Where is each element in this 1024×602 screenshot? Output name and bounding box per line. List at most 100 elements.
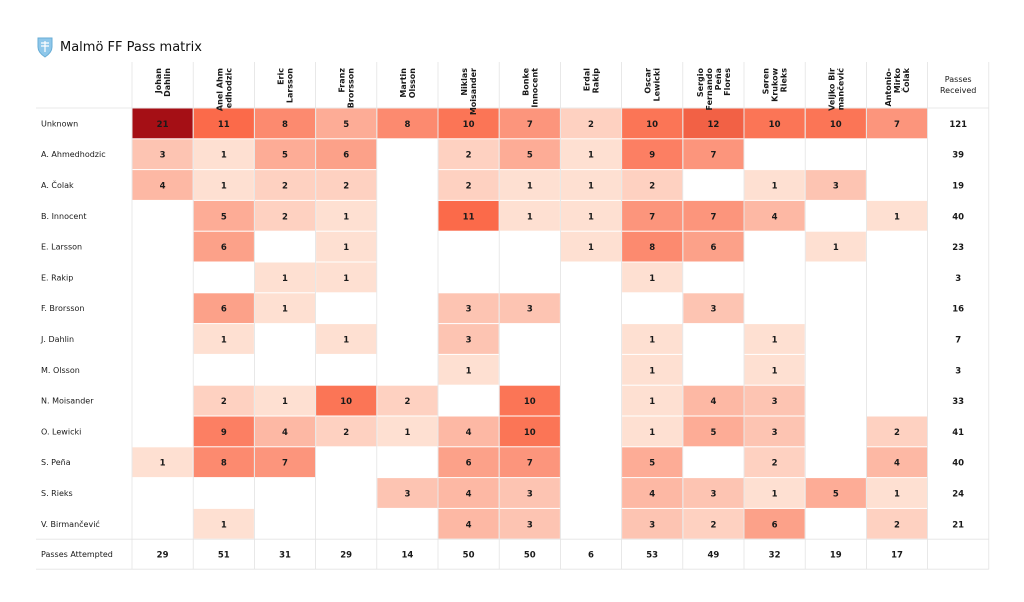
- passes-attempted-value: 32: [769, 551, 781, 561]
- passes-attempted-value: 17: [891, 551, 903, 561]
- passes-attempted-value: 29: [340, 551, 352, 561]
- heat-cell: [744, 324, 805, 354]
- heat-cell: [254, 447, 316, 478]
- row-label: Unknown: [41, 119, 78, 128]
- cell-value-label: 1: [221, 182, 227, 192]
- column-header-label: Johan: [154, 68, 163, 95]
- cell-value-label: 6: [710, 243, 716, 253]
- heat-cell: [744, 416, 805, 447]
- heat-cell: [622, 262, 683, 293]
- cell-value-label: 1: [221, 520, 227, 530]
- heat-cell: [744, 354, 805, 385]
- passes-received-value: 40: [952, 459, 964, 469]
- cell-value-label: 7: [710, 212, 716, 222]
- cell-value-label: 4: [466, 490, 472, 500]
- passes-attempted-value: 51: [218, 551, 230, 561]
- cell-value-label: 11: [463, 212, 475, 222]
- heat-cell: [316, 200, 377, 231]
- heat-cell: [132, 447, 193, 478]
- row-label: J. Dahlin: [40, 335, 74, 344]
- cell-value-label: 8: [221, 459, 227, 469]
- cell-value-label: 5: [649, 459, 655, 469]
- cell-value-label: 6: [772, 520, 778, 530]
- column-header-label: Lewicki: [653, 68, 662, 102]
- heat-cell: [316, 108, 377, 139]
- heat-cell: [316, 139, 377, 170]
- cell-value-label: 2: [588, 120, 594, 130]
- heat-cell: [866, 508, 928, 539]
- heat-cell: [622, 416, 683, 447]
- column-header-label: Čolak: [900, 67, 911, 93]
- heat-cell: [316, 416, 377, 447]
- cell-value-label: 1: [894, 490, 900, 500]
- cell-value-label: 10: [340, 397, 352, 407]
- heat-cell: [622, 447, 683, 478]
- cell-value-label: 6: [221, 243, 227, 253]
- passes-attempted-value: 31: [279, 551, 291, 561]
- heat-cell: [499, 170, 560, 200]
- heat-cell: [254, 293, 316, 324]
- heat-cell: [866, 200, 928, 231]
- column-header-label: Brorsson: [347, 68, 356, 109]
- heat-cell: [254, 139, 316, 170]
- column-header-label: Sergio: [696, 68, 705, 98]
- heat-cell: [866, 416, 928, 447]
- column-header-label: Peña: [714, 68, 723, 90]
- cell-value-label: 3: [466, 305, 472, 315]
- cell-value-label: 2: [710, 520, 716, 530]
- heat-cell: [377, 478, 438, 508]
- column-header-label: Oscar: [644, 68, 653, 94]
- row-label: E. Rakip: [41, 273, 73, 282]
- chart-title: Malmö FF Pass matrix: [60, 39, 202, 55]
- cell-value-label: 4: [710, 397, 716, 407]
- passes-received-value: 40: [952, 212, 964, 222]
- heat-cell: [499, 416, 560, 447]
- heat-cell: [316, 385, 377, 416]
- heat-cell: [622, 324, 683, 354]
- row-label: S. Peña: [41, 458, 71, 467]
- cell-value-label: 4: [466, 520, 472, 530]
- passes-attempted-value: 50: [463, 551, 475, 561]
- heat-cell: [193, 170, 254, 200]
- column-header-label: Dahlin: [163, 68, 172, 97]
- heat-cell: [744, 385, 805, 416]
- passes-received-value: 121: [949, 120, 967, 130]
- cell-value-label: 1: [772, 366, 778, 376]
- passes-received-header: Passes: [945, 75, 972, 84]
- row-label: A. Ahmedhodzic: [41, 150, 106, 159]
- cell-value-label: 1: [160, 459, 166, 469]
- column-header-label: Krukow: [771, 67, 780, 101]
- cell-value-label: 1: [527, 182, 533, 192]
- heat-cell: [438, 170, 499, 200]
- passes-attempted-value: 29: [157, 551, 169, 561]
- heat-cell: [377, 416, 438, 447]
- column-header-label: Rakip: [592, 68, 601, 94]
- passes-attempted-value: 49: [707, 551, 719, 561]
- heat-cell: [316, 262, 377, 293]
- cell-value-label: 4: [894, 459, 900, 469]
- row-label: M. Olsson: [41, 366, 80, 375]
- heat-cell: [499, 293, 560, 324]
- cell-value-label: 2: [466, 182, 472, 192]
- heat-cell: [193, 139, 254, 170]
- cell-value-label: 12: [707, 120, 719, 130]
- heat-cell: [744, 200, 805, 231]
- heat-cell: [193, 508, 254, 539]
- cell-value-label: 6: [466, 459, 472, 469]
- row-label: F. Brorsson: [41, 304, 85, 313]
- passes-received-value: 19: [952, 182, 964, 192]
- passes-received-header: Received: [940, 86, 976, 95]
- cell-value-label: 4: [160, 182, 166, 192]
- cell-value-label: 7: [282, 459, 288, 469]
- cell-value-label: 3: [466, 336, 472, 346]
- heat-cell: [560, 170, 622, 200]
- heat-cell: [560, 139, 622, 170]
- passes-attempted-value: 6: [588, 551, 594, 561]
- cell-value-label: 1: [649, 336, 655, 346]
- cell-value-label: 10: [524, 428, 536, 438]
- cell-value-label: 2: [221, 397, 227, 407]
- cell-value-label: 7: [649, 212, 655, 222]
- heat-cell: [499, 108, 560, 139]
- heat-cell: [193, 108, 254, 139]
- heat-cell: [499, 478, 560, 508]
